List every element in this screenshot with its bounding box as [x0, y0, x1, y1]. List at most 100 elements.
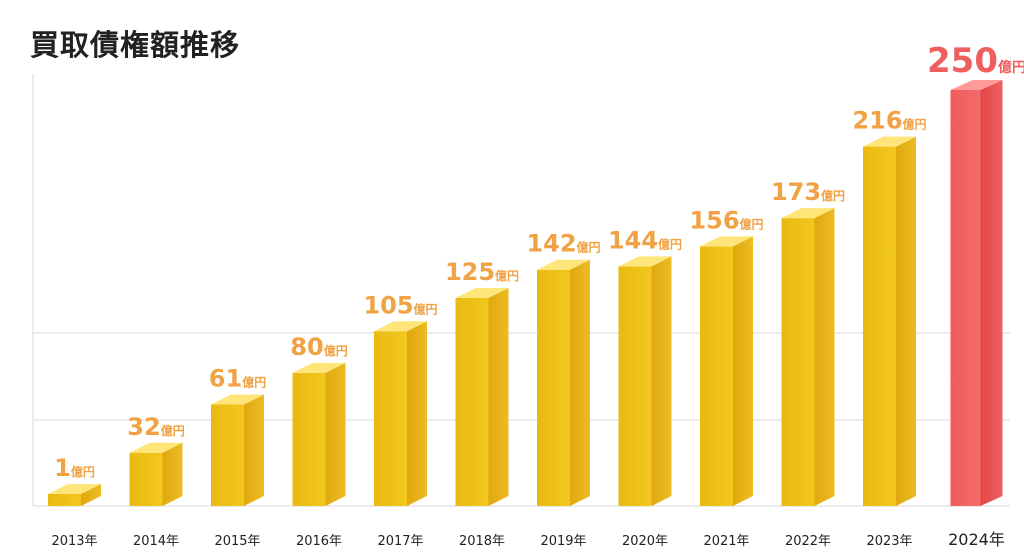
value-number: 1 — [54, 454, 71, 482]
bar-2016年 — [292, 362, 346, 506]
value-number: 125 — [445, 258, 495, 286]
x-tick-label: 2013年 — [51, 534, 97, 549]
bar-top — [374, 321, 427, 332]
bar-side — [407, 321, 427, 506]
bar-2024年 — [950, 80, 1003, 506]
bar-top — [537, 259, 590, 270]
value-label: 250億円 — [927, 41, 1024, 81]
bar-top — [48, 484, 101, 494]
x-tick-label: 2022年 — [785, 534, 831, 549]
value-label: 156億円 — [689, 206, 763, 234]
value-label: 144億円 — [608, 226, 682, 254]
bar-side — [980, 80, 1003, 506]
x-tick-label: 2023年 — [866, 534, 912, 549]
bar-2013年 — [48, 484, 101, 506]
bar-2015年 — [211, 394, 264, 506]
bar-top — [700, 236, 753, 247]
bar-side — [162, 442, 183, 506]
x-tick-label: 2014年 — [133, 534, 179, 549]
value-label: 216億円 — [852, 107, 926, 135]
value-label: 32億円 — [127, 413, 184, 441]
bar-2017年 — [374, 321, 427, 506]
bar-2014年 — [129, 442, 183, 506]
bar-front — [950, 90, 981, 506]
bar-2018年 — [455, 288, 509, 506]
bar-front — [618, 266, 652, 506]
value-label: 142億円 — [526, 230, 600, 258]
bar-side — [570, 259, 590, 506]
bars-layer — [48, 80, 1003, 507]
value-label: 105億円 — [363, 291, 437, 319]
grid-layer — [32, 74, 1010, 507]
bar-2022年 — [781, 208, 835, 507]
value-number: 250 — [927, 41, 998, 81]
bar-top — [863, 136, 916, 147]
bar-top — [211, 394, 264, 405]
bar-front — [537, 269, 570, 506]
x-tick-label: 2018年 — [459, 534, 505, 549]
value-unit: 億円 — [658, 236, 682, 251]
value-unit: 億円 — [324, 343, 348, 358]
x-tick-label: 2024年 — [948, 530, 1005, 549]
bar-side — [733, 236, 753, 506]
value-label: 80億円 — [290, 333, 347, 361]
bar-front — [863, 146, 896, 507]
value-label: 173億円 — [771, 178, 845, 206]
value-number: 142 — [526, 230, 576, 258]
chart-title: 買取債権額推移 — [30, 28, 241, 62]
bar-top — [950, 80, 1003, 90]
value-number: 144 — [608, 226, 658, 254]
x-tick-label: 2015年 — [214, 534, 260, 549]
value-number: 61 — [209, 364, 242, 392]
bar-side — [814, 208, 835, 507]
x-tick-label: 2016年 — [296, 534, 342, 549]
bar-side — [81, 484, 101, 506]
x-tick-label: 2021年 — [703, 534, 749, 549]
bar-side — [244, 394, 264, 506]
bar-side — [488, 288, 509, 506]
value-unit: 億円 — [577, 240, 601, 255]
bar-front — [129, 452, 163, 506]
value-number: 173 — [771, 178, 821, 206]
value-label: 1億円 — [54, 454, 95, 482]
bar-top — [292, 362, 346, 373]
bar-top — [129, 442, 183, 453]
bar-side — [325, 362, 346, 506]
bar-2021年 — [700, 236, 753, 506]
bar-front — [700, 246, 733, 506]
value-unit: 億円 — [414, 301, 438, 316]
value-number: 105 — [363, 291, 413, 319]
value-unit: 億円 — [71, 464, 95, 479]
bar-front — [211, 404, 244, 506]
value-number: 80 — [290, 333, 323, 361]
bar-2023年 — [863, 136, 916, 507]
bar-top — [618, 256, 672, 267]
value-label: 125億円 — [445, 258, 519, 286]
x-axis-ticks: 2013年 2014年 2015年 2016年 2017年 2018年 2019年 2020年… — [51, 530, 1004, 549]
bar-2019年 — [537, 259, 590, 506]
value-number: 216 — [852, 107, 902, 135]
bar-front — [374, 331, 407, 506]
value-unit: 億円 — [903, 117, 927, 132]
value-label: 61億円 — [209, 364, 266, 392]
bar-front — [292, 372, 326, 506]
x-tick-label: 2017年 — [377, 534, 423, 549]
x-tick-label: 2019年 — [540, 534, 586, 549]
bar-2020年 — [618, 256, 672, 506]
bar-front — [781, 218, 815, 507]
value-unit: 億円 — [821, 188, 845, 203]
value-unit: 億円 — [242, 374, 266, 389]
value-number: 156 — [689, 206, 739, 234]
value-unit: 億円 — [998, 59, 1024, 76]
value-unit: 億円 — [495, 268, 519, 283]
bar-front — [48, 494, 81, 506]
value-unit: 億円 — [740, 216, 764, 231]
x-tick-label: 2020年 — [622, 534, 668, 549]
bar-top — [455, 288, 509, 298]
value-number: 32 — [127, 413, 160, 441]
bar-front — [455, 298, 489, 506]
bar-top — [781, 208, 835, 219]
bar-side — [896, 136, 916, 507]
bar-side — [651, 256, 672, 506]
